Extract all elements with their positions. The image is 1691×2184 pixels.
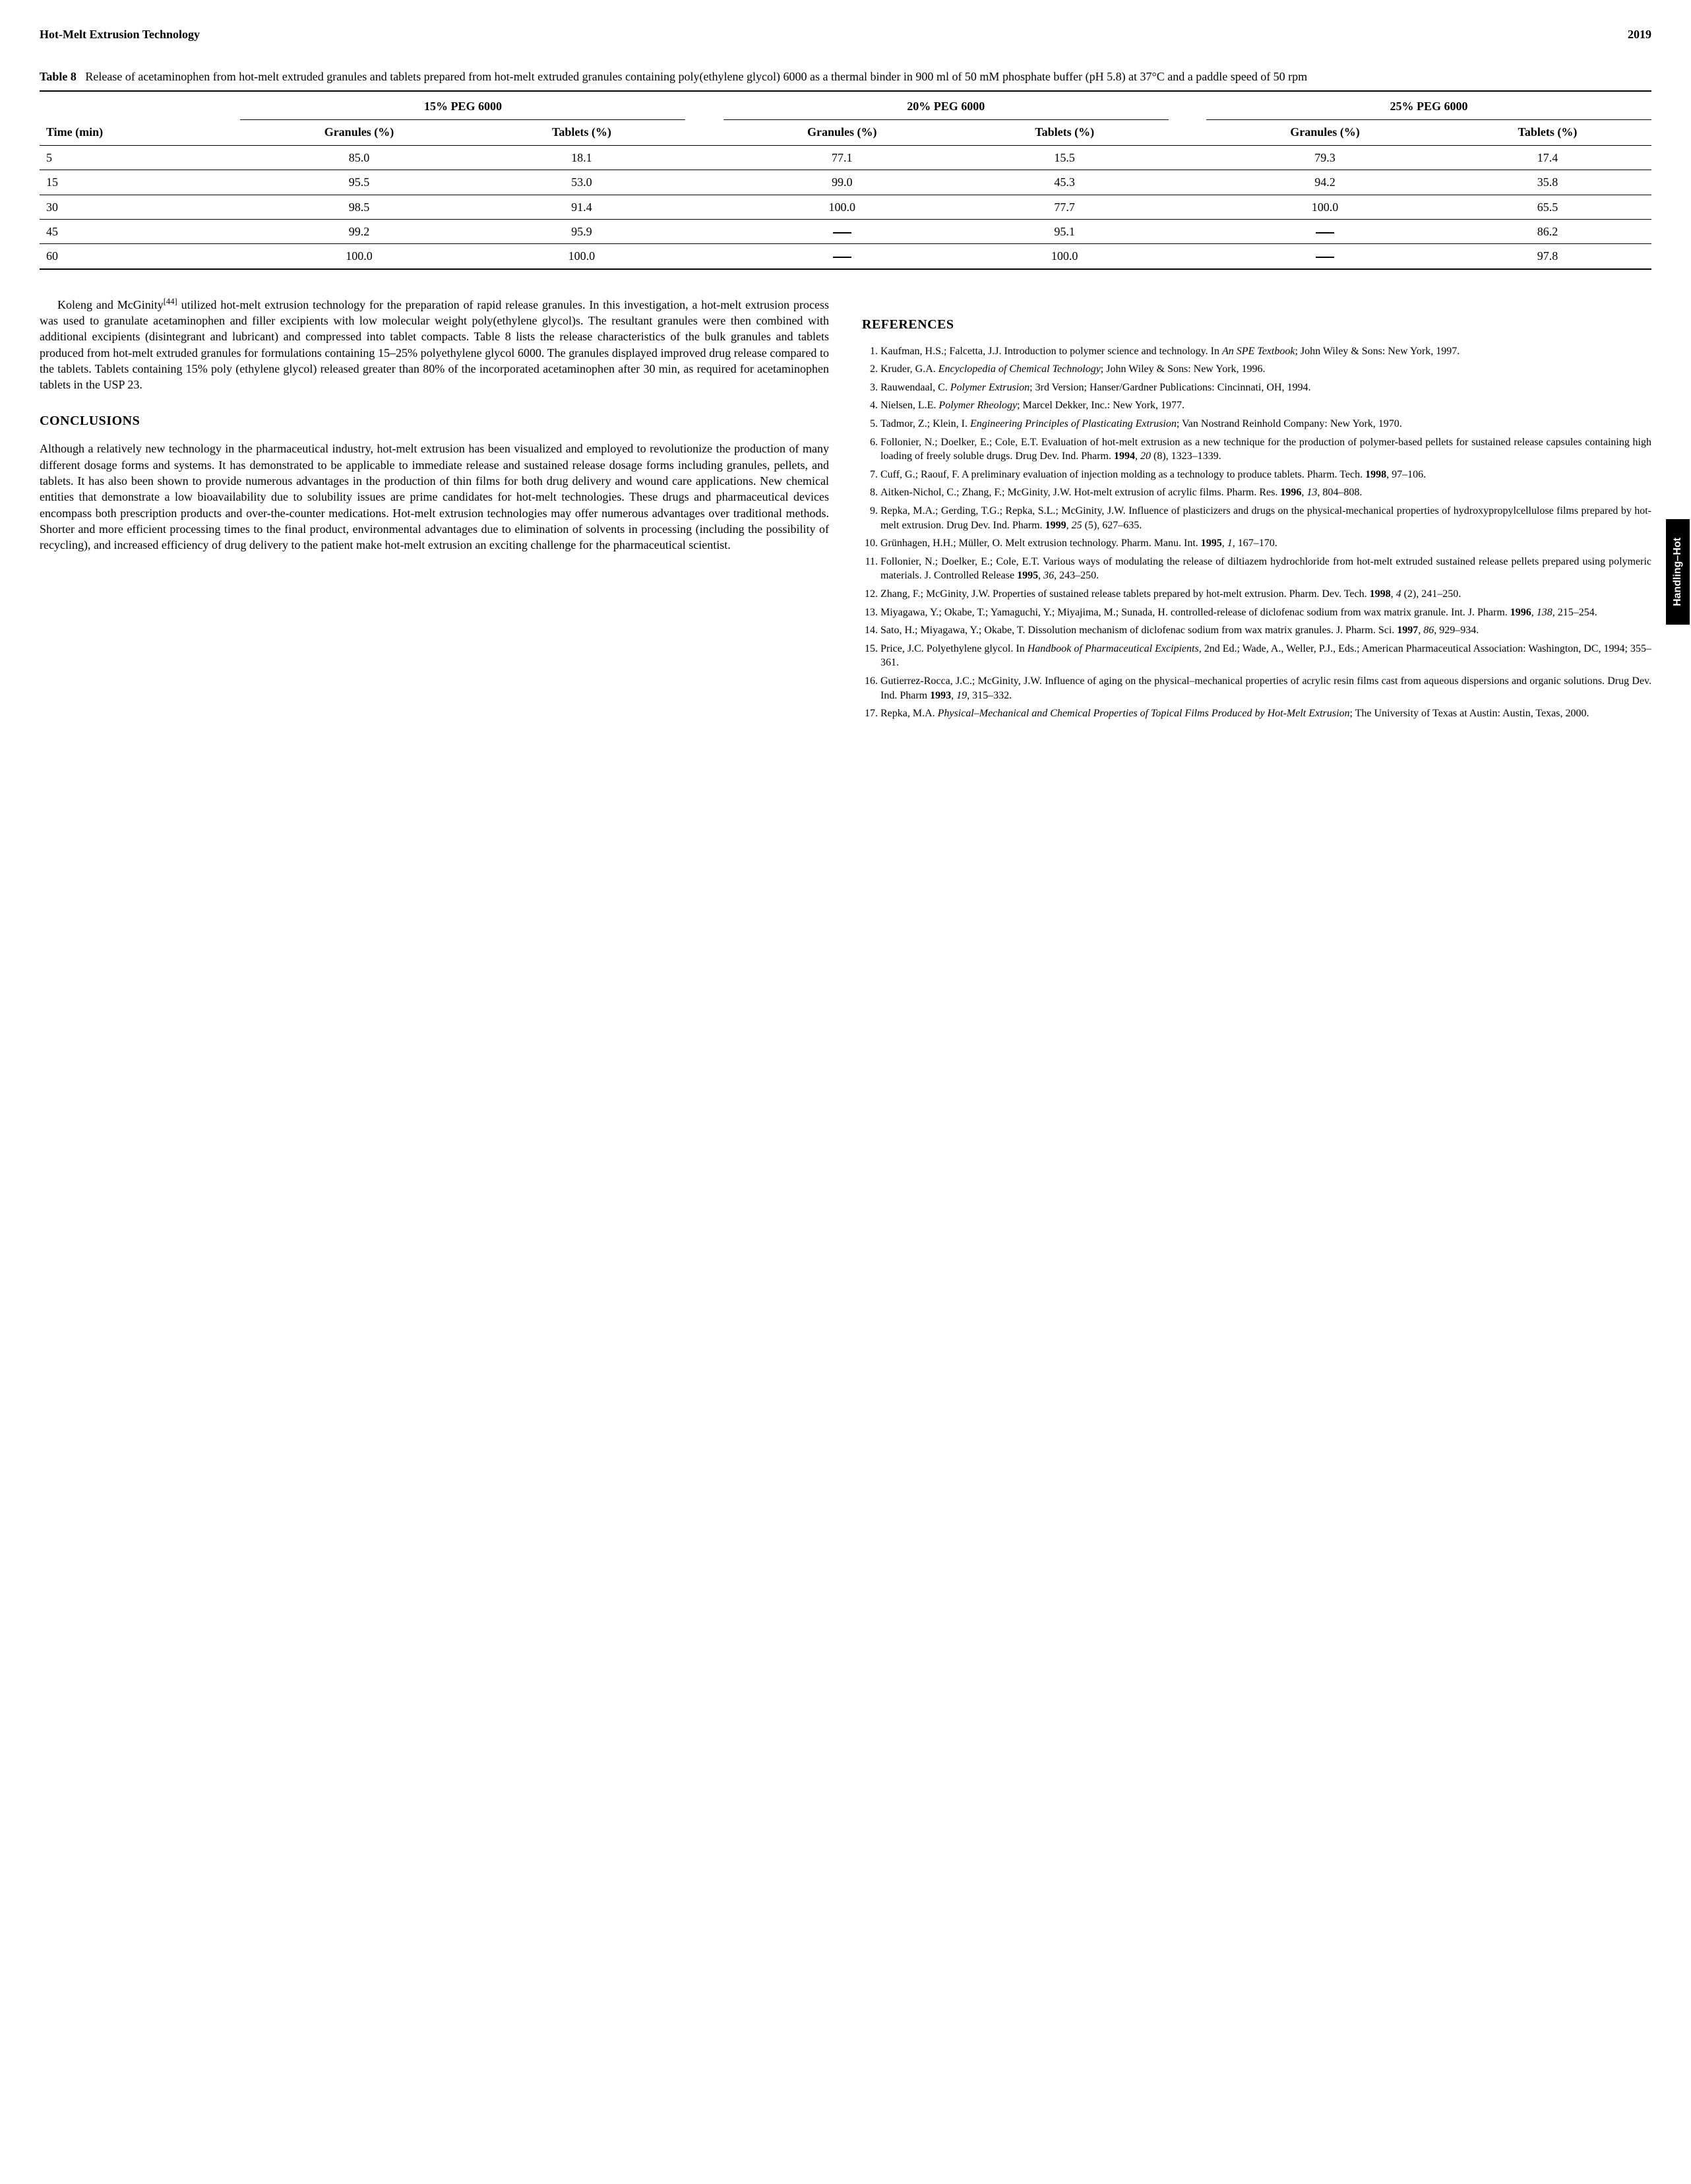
table-cell: 98.5 [240,195,477,219]
reference-item: Price, J.C. Polyethylene glycol. In Hand… [880,642,1651,670]
table-cell [1206,220,1444,244]
reference-item: Follonier, N.; Doelker, E.; Cole, E.T. V… [880,555,1651,583]
sub-header: Granules (%) [723,119,961,145]
reference-item: Miyagawa, Y.; Okabe, T.; Yamaguchi, Y.; … [880,606,1651,620]
table-cell [1169,170,1206,195]
table-8: 15% PEG 6000 20% PEG 6000 25% PEG 6000 T… [40,90,1651,270]
table-caption-text: Release of acetaminophen from hot-melt e… [85,70,1307,83]
table-row: 585.018.1 77.115.5 79.317.4 [40,146,1651,170]
reference-item: Rauwendaal, C. Polymer Extrusion; 3rd Ve… [880,381,1651,395]
table-cell: 17.4 [1444,146,1651,170]
table-cell: 53.0 [477,170,685,195]
table-cell [685,220,723,244]
table-cell: 94.2 [1206,170,1444,195]
body-paragraph: Koleng and McGinity[44] utilized hot-mel… [40,296,829,393]
table-cell: 45.3 [961,170,1169,195]
table-cell [685,244,723,269]
table-cell [723,244,961,269]
table-row: 3098.591.4100.077.7100.065.5 [40,195,1651,219]
table-cell [1206,244,1444,269]
table-cell: 100.0 [240,244,477,269]
table-cell: 5 [40,146,240,170]
left-column: Koleng and McGinity[44] utilized hot-mel… [40,296,829,725]
table-cell: 15.5 [961,146,1169,170]
table-cell: 30 [40,195,240,219]
table-cell: 79.3 [1206,146,1444,170]
conclusions-heading: CONCLUSIONS [40,412,829,430]
table-cell: 85.0 [240,146,477,170]
table-cell: 86.2 [1444,220,1651,244]
table-cell: 100.0 [723,195,961,219]
reference-list: Kaufman, H.S.; Falcetta, J.J. Introducti… [862,344,1651,721]
table-cell: 77.1 [723,146,961,170]
table-cell [723,220,961,244]
references-heading: REFERENCES [862,316,1651,334]
table-cell: 77.7 [961,195,1169,219]
reference-item: Repka, M.A. Physical–Mechanical and Chem… [880,706,1651,721]
reference-item: Follonier, N.; Doelker, E.; Cole, E.T. E… [880,435,1651,464]
table-cell: 91.4 [477,195,685,219]
table-caption: Table 8 Release of acetaminophen from ho… [40,69,1651,84]
page-header: Hot-Melt Extrusion Technology 2019 [40,26,1651,42]
table-cell: 65.5 [1444,195,1651,219]
table-cell: 100.0 [961,244,1169,269]
reference-item: Zhang, F.; McGinity, J.W. Properties of … [880,587,1651,602]
reference-item: Grünhagen, H.H.; Müller, O. Melt extrusi… [880,536,1651,551]
table-row: 60100.0100.0100.097.8 [40,244,1651,269]
table-cell [685,170,723,195]
right-column: REFERENCES Kaufman, H.S.; Falcetta, J.J.… [862,296,1651,725]
reference-item: Cuff, G.; Raouf, F. A preliminary evalua… [880,468,1651,482]
sub-header: Tablets (%) [961,119,1169,145]
reference-item: Repka, M.A.; Gerding, T.G.; Repka, S.L.;… [880,504,1651,532]
group-header: 15% PEG 6000 [240,91,685,118]
table-cell: 99.0 [723,170,961,195]
reference-item: Aitken-Nichol, C.; Zhang, F.; McGinity, … [880,485,1651,500]
table-cell [1169,195,1206,219]
table-cell [1169,244,1206,269]
table-row: 4599.295.9 95.1 86.2 [40,220,1651,244]
table-cell [685,195,723,219]
table-cell: 60 [40,244,240,269]
table-row: 1595.553.0 99.045.3 94.235.8 [40,170,1651,195]
table-cell: 100.0 [1206,195,1444,219]
reference-item: Tadmor, Z.; Klein, I. Engineering Princi… [880,417,1651,431]
table-cell: 95.1 [961,220,1169,244]
table-cell: 99.2 [240,220,477,244]
page-number: 2019 [1628,26,1651,42]
table-label: Table 8 [40,70,77,83]
side-tab: Handling–Hot [1666,519,1690,625]
sub-header: Granules (%) [240,119,477,145]
conclusions-text: Although a relatively new technology in … [40,441,829,553]
reference-item: Gutierrez-Rocca, J.C.; McGinity, J.W. In… [880,674,1651,702]
group-header: 20% PEG 6000 [723,91,1169,118]
table-cell [685,146,723,170]
table-cell: 97.8 [1444,244,1651,269]
table-cell [1169,146,1206,170]
table-cell: 95.5 [240,170,477,195]
table-cell: 95.9 [477,220,685,244]
group-header: 25% PEG 6000 [1206,91,1651,118]
reference-item: Kruder, G.A. Encyclopedia of Chemical Te… [880,362,1651,377]
table-cell: 100.0 [477,244,685,269]
reference-item: Sato, H.; Miyagawa, Y.; Okabe, T. Dissol… [880,623,1651,638]
sub-header: Granules (%) [1206,119,1444,145]
reference-item: Nielsen, L.E. Polymer Rheology; Marcel D… [880,398,1651,413]
table-cell: 18.1 [477,146,685,170]
sub-header: Tablets (%) [1444,119,1651,145]
time-col-header: Time (min) [40,119,240,145]
running-head: Hot-Melt Extrusion Technology [40,26,200,42]
table-cell: 35.8 [1444,170,1651,195]
table-cell [1169,220,1206,244]
sub-header: Tablets (%) [477,119,685,145]
table-cell: 15 [40,170,240,195]
reference-item: Kaufman, H.S.; Falcetta, J.J. Introducti… [880,344,1651,359]
table-cell: 45 [40,220,240,244]
